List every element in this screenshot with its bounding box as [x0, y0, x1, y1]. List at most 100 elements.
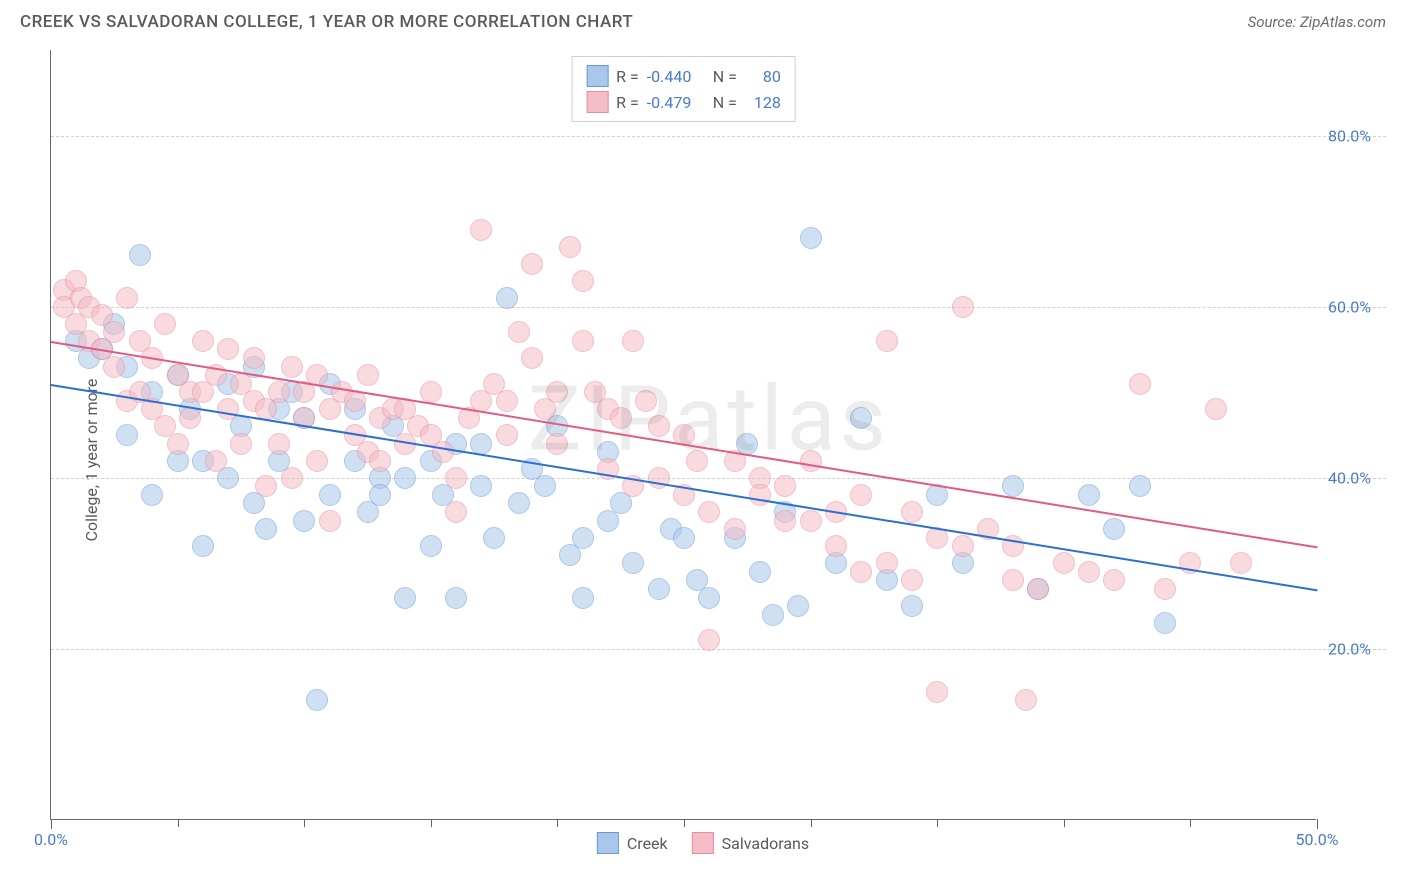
legend-r-label: R = — [616, 93, 639, 112]
scatter-point — [521, 347, 543, 369]
scatter-point — [1078, 561, 1100, 583]
scatter-point — [724, 518, 746, 540]
scatter-point — [394, 587, 416, 609]
scatter-point — [534, 475, 556, 497]
scatter-point — [319, 510, 341, 532]
scatter-point — [281, 356, 303, 378]
scatter-point — [572, 587, 594, 609]
scatter-point — [281, 467, 303, 489]
chart-source: Source: ZipAtlas.com — [1248, 13, 1386, 31]
scatter-point — [546, 381, 568, 403]
scatter-point — [483, 527, 505, 549]
legend-swatch — [597, 832, 619, 854]
scatter-point — [255, 518, 277, 540]
chart-title: CREEK VS SALVADORAN COLLEGE, 1 YEAR OR M… — [20, 12, 633, 32]
trend-line — [51, 384, 1317, 591]
scatter-point — [698, 501, 720, 523]
scatter-point — [1103, 569, 1125, 591]
scatter-point — [508, 492, 530, 514]
scatter-point — [673, 527, 695, 549]
scatter-point — [622, 552, 644, 574]
legend-r-value: -0.440 — [647, 67, 697, 86]
scatter-point — [901, 569, 923, 591]
scatter-point — [762, 604, 784, 626]
scatter-point — [850, 561, 872, 583]
scatter-point — [319, 484, 341, 506]
scatter-point — [1103, 518, 1125, 540]
x-minor-tick — [178, 819, 179, 827]
legend-series: Creek Salvadorans — [597, 832, 809, 854]
scatter-point — [420, 535, 442, 557]
y-tick-label: 40.0% — [1328, 468, 1388, 487]
scatter-point — [572, 330, 594, 352]
scatter-point — [205, 450, 227, 472]
scatter-point — [217, 398, 239, 420]
scatter-point — [825, 535, 847, 557]
x-major-tick — [1317, 819, 1318, 829]
scatter-point — [1205, 398, 1227, 420]
scatter-point — [1230, 552, 1252, 574]
scatter-point — [103, 356, 125, 378]
scatter-point — [179, 407, 201, 429]
y-tick-label: 20.0% — [1328, 639, 1388, 658]
scatter-point — [268, 381, 290, 403]
gridline-horizontal — [51, 478, 1386, 479]
scatter-point — [559, 236, 581, 258]
scatter-point — [800, 450, 822, 472]
chart-header: CREEK VS SALVADORAN COLLEGE, 1 YEAR OR M… — [0, 0, 1406, 40]
scatter-point — [432, 441, 454, 463]
scatter-point — [129, 244, 151, 266]
scatter-point — [243, 347, 265, 369]
x-minor-tick — [431, 819, 432, 827]
scatter-point — [141, 484, 163, 506]
legend-series-item: Creek — [597, 832, 668, 854]
legend-r-value: -0.479 — [647, 93, 697, 112]
legend-n-label: N = — [705, 93, 737, 112]
scatter-point — [876, 552, 898, 574]
scatter-point — [268, 433, 290, 455]
scatter-point — [293, 510, 315, 532]
legend-swatch — [586, 65, 608, 87]
scatter-point — [116, 287, 138, 309]
scatter-point — [800, 227, 822, 249]
x-tick-label: 50.0% — [1296, 830, 1339, 849]
scatter-point — [470, 433, 492, 455]
gridline-horizontal — [51, 136, 1386, 137]
scatter-point — [1015, 689, 1037, 711]
scatter-point — [800, 510, 822, 532]
scatter-point — [1027, 578, 1049, 600]
scatter-point — [496, 390, 518, 412]
scatter-point — [774, 475, 796, 497]
scatter-point — [1154, 612, 1176, 634]
scatter-point — [1053, 552, 1075, 574]
scatter-point — [357, 364, 379, 386]
legend-swatch — [692, 832, 714, 854]
plot-area: ZIPatlas R =-0.440 N =80R =-0.479 N =128… — [50, 50, 1316, 820]
scatter-point — [1154, 578, 1176, 600]
scatter-point — [572, 527, 594, 549]
scatter-point — [648, 578, 670, 600]
scatter-point — [1002, 569, 1024, 591]
legend-n-value: 128 — [745, 93, 781, 112]
scatter-point — [496, 287, 518, 309]
scatter-point — [192, 330, 214, 352]
scatter-point — [192, 535, 214, 557]
scatter-point — [255, 475, 277, 497]
x-tick-label: 0.0% — [34, 830, 68, 849]
legend-r-label: R = — [616, 67, 639, 86]
legend-n-value: 80 — [745, 67, 781, 86]
legend-stat-row: R = -0.479 N = 128 — [586, 89, 781, 115]
scatter-point — [217, 338, 239, 360]
legend-series-label: Salvadorans — [722, 834, 809, 853]
legend-swatch — [586, 91, 608, 113]
legend-stats-box: R = -0.440 N = 80 R = -0.479 N = 128 — [571, 56, 796, 122]
scatter-point — [116, 424, 138, 446]
legend-n-label: N = — [705, 67, 737, 86]
y-tick-label: 60.0% — [1328, 297, 1388, 316]
x-minor-tick — [304, 819, 305, 827]
scatter-point — [774, 510, 796, 532]
scatter-point — [167, 433, 189, 455]
scatter-point — [901, 501, 923, 523]
scatter-point — [394, 467, 416, 489]
x-minor-tick — [557, 819, 558, 827]
